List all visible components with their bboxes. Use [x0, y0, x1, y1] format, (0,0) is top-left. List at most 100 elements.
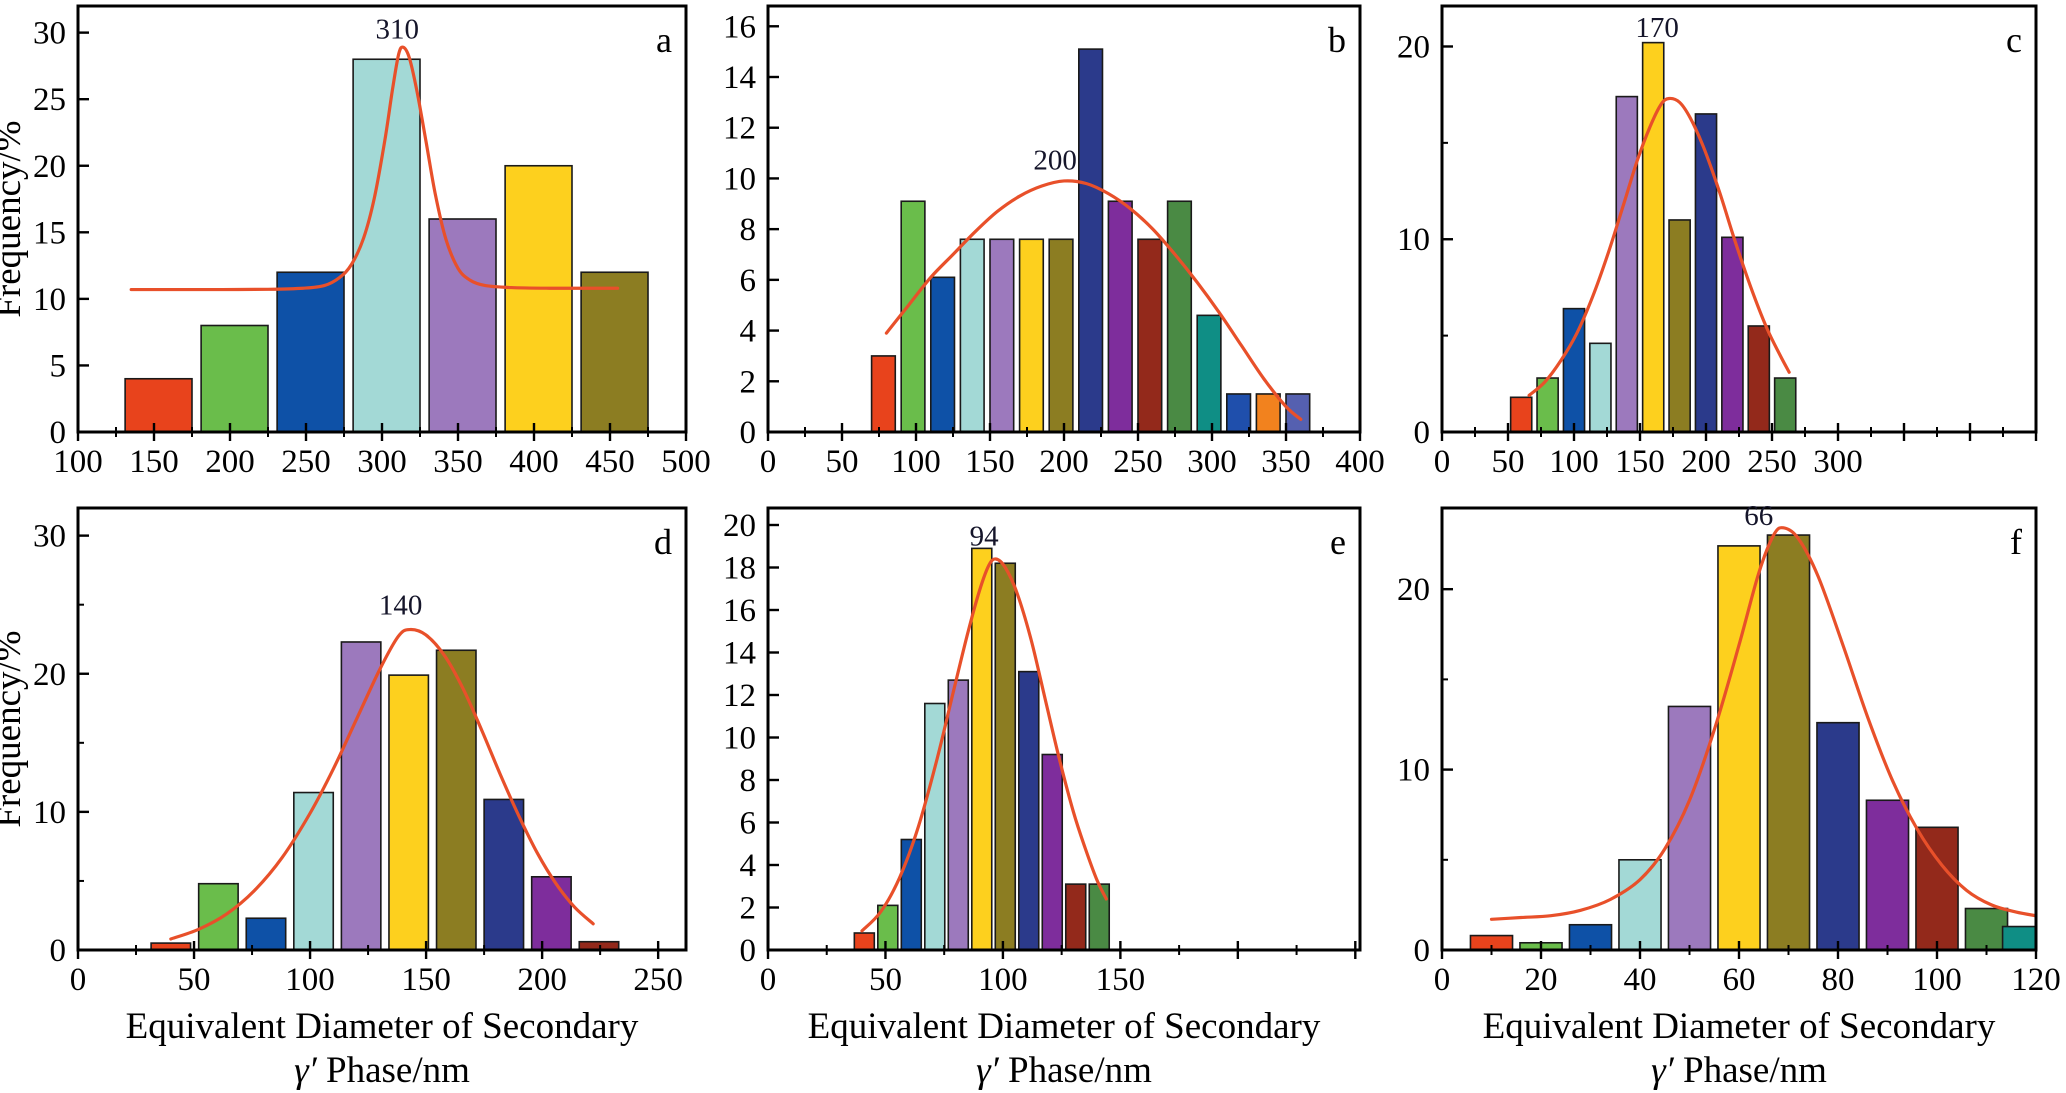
x-tick-label: 50: [869, 962, 902, 998]
y-tick-label: 14: [723, 636, 756, 672]
x-tick-label: 60: [1723, 962, 1756, 998]
bar-e-131: [1064, 883, 1087, 950]
y-tick-label: 14: [723, 60, 756, 96]
x-tick-label: 400: [509, 444, 559, 480]
panel-letter-d: d: [654, 522, 672, 562]
bar-e-121: [1041, 753, 1064, 950]
x-tick-label: 250: [633, 962, 683, 998]
bar-b-318: [1226, 393, 1252, 432]
x-tick-label: 200: [1039, 444, 1089, 480]
y-tick-label: 25: [33, 82, 66, 118]
fit-curve-f: [1489, 526, 2036, 921]
peak-annotation-d: 140: [379, 590, 423, 622]
bar-d-163: [435, 649, 477, 950]
y-tick-label: 5: [50, 348, 67, 384]
y-tick-label: 0: [50, 415, 67, 451]
y-tick-label: 2: [740, 891, 757, 927]
x-tick-label: 20: [1525, 962, 1558, 998]
y-tick-label: 20: [33, 149, 66, 185]
bar-e-81: [947, 679, 970, 950]
panel-c: 0 50 100 150 200 250 300 0 10 20 170 c: [1397, 4, 2038, 480]
panel-letter-c: c: [2006, 20, 2022, 60]
x-tick-label: 100: [1912, 962, 1962, 998]
x-tick-label: 350: [1261, 444, 1311, 480]
bar-e-141: [1088, 883, 1111, 950]
bar-b-198: [1048, 238, 1074, 432]
panel-letter-a: a: [656, 20, 672, 60]
bar-a-303: [352, 58, 421, 432]
bar-f-90: [1865, 799, 1910, 950]
bar-f-60: [1717, 545, 1761, 950]
panel-letter-f: f: [2010, 522, 2022, 562]
y-tick-label: 6: [740, 806, 757, 842]
bar-b-178: [1018, 238, 1045, 432]
y-tick-label: 10: [1397, 222, 1430, 258]
plot-frame-e: [766, 506, 1362, 952]
bar-f-110: [1964, 907, 2009, 950]
y-tick-label: 0: [740, 415, 757, 451]
bar-e-91: [970, 547, 993, 950]
bar-b-118: [929, 276, 956, 432]
bar-d-183.5: [483, 798, 525, 950]
bar-b-238: [1107, 200, 1133, 432]
y-tick-label: 4: [740, 314, 757, 350]
peak-annotation-f: 66: [1744, 500, 1773, 532]
bar-c-180: [1668, 219, 1691, 432]
bar-c-160: [1641, 41, 1665, 432]
bar-b-338: [1255, 393, 1281, 432]
bar-b-278: [1166, 200, 1193, 432]
bar-b-98: [900, 200, 926, 432]
x-tick-label: 120: [2011, 962, 2061, 998]
y-tick-label: 0: [50, 933, 67, 969]
peak-annotation-b: 200: [1033, 144, 1077, 176]
x-axis-title-line1-f: Equivalent Diameter of Secondary: [1483, 1006, 1996, 1047]
y-tick-label: 10: [33, 282, 66, 318]
bar-f-80: [1816, 721, 1860, 950]
fit-curve-e: [860, 557, 1108, 933]
panel-d: 0 50 100 150 200 250 0 10 20 30 140 d Frequency/% Equ…: [0, 506, 688, 1091]
bar-d-142.5: [388, 674, 430, 950]
y-tick-label: 2: [740, 364, 757, 400]
x-tick-label: 300: [357, 444, 407, 480]
x-axis-title-line2-f: γ′ Phase/nm: [1651, 1050, 1827, 1091]
x-tick-label: 500: [661, 444, 711, 480]
panel-a: 100 150 200 250 300 350 400 450 500 0 5 10 15 20 25 30 3…: [0, 4, 711, 480]
x-tick-label: 100: [285, 962, 335, 998]
x-tick-label: 200: [517, 962, 567, 998]
x-axis-title-line1-e: Equivalent Diameter of Secondary: [808, 1006, 1321, 1047]
x-tick-label: 40: [1624, 962, 1657, 998]
bar-a-203: [200, 324, 269, 432]
x-tick-label: 300: [1813, 444, 1863, 480]
bar-b-78: [870, 355, 897, 432]
x-tick-label: 50: [826, 444, 859, 480]
bar-b-158: [989, 238, 1015, 432]
x-tick-label: 250: [281, 444, 331, 480]
bar-d-204: [530, 875, 572, 950]
y-tick-label: 16: [723, 593, 756, 629]
y-tick-label: 10: [1397, 753, 1430, 789]
y-tick-label: 30: [33, 519, 66, 555]
bar-c-60: [1509, 396, 1533, 432]
y-tick-label: 10: [33, 795, 66, 831]
x-tick-label: 50: [178, 962, 211, 998]
bar-c-100: [1562, 307, 1586, 432]
x-tick-label: 150: [965, 444, 1015, 480]
y-tick-label: 15: [33, 215, 66, 251]
bar-c-260: [1773, 377, 1797, 432]
x-tick-label: 100: [891, 444, 941, 480]
y-tick-label: 0: [1414, 415, 1431, 451]
bar-d-40: [150, 942, 192, 950]
bar-b-258: [1137, 238, 1163, 432]
y-tick-label: 6: [740, 263, 757, 299]
bar-e-71: [924, 702, 946, 950]
bar-c-200: [1694, 113, 1718, 432]
panel-letter-e: e: [1330, 522, 1346, 562]
y-tick-label: 10: [723, 161, 756, 197]
y-tick-label: 20: [723, 508, 756, 544]
bar-b-138: [959, 238, 985, 432]
x-axis-title-line1-d: Equivalent Diameter of Secondary: [126, 1006, 639, 1047]
bar-c-140: [1615, 95, 1639, 432]
x-tick-label: 0: [760, 444, 777, 480]
x-tick-label: 200: [205, 444, 255, 480]
